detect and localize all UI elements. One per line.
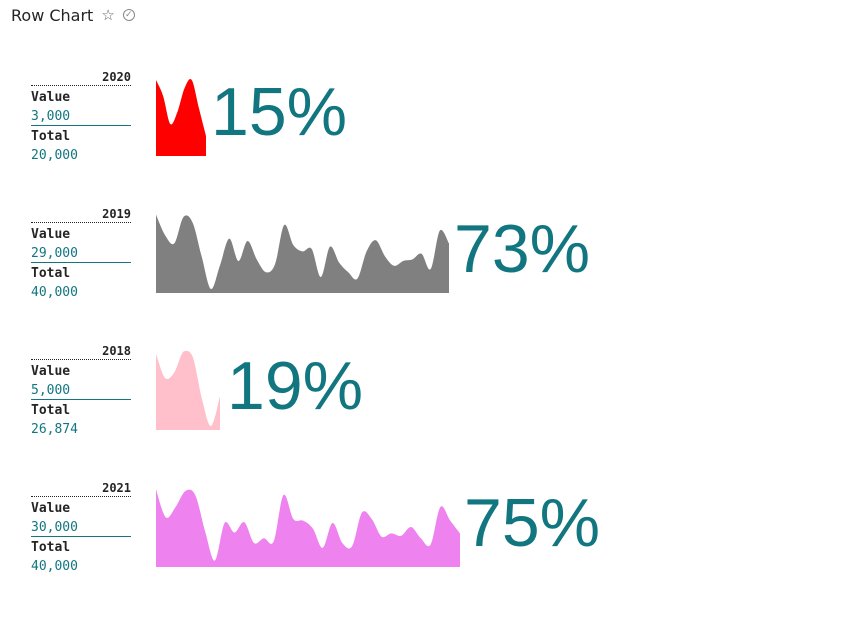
- dotted-divider: [31, 496, 131, 497]
- solid-divider: [31, 262, 131, 263]
- sparkline-area: [156, 350, 220, 430]
- sparkline-area-fill: [156, 79, 206, 156]
- year-label: 2020: [102, 70, 131, 84]
- dotted-divider: [31, 85, 131, 86]
- value-amount: 3,000: [31, 109, 71, 124]
- chart-row: 2018 Value 5,000 Total 26,874 19%: [0, 344, 859, 454]
- sparkline-area: [156, 79, 206, 156]
- percent-value: 19%: [227, 348, 364, 424]
- sparkline-area: [156, 214, 449, 293]
- percent-value: 75%: [464, 485, 601, 561]
- total-amount: 26,874: [31, 422, 78, 437]
- total-label: Total: [31, 540, 71, 555]
- value-amount: 29,000: [31, 246, 78, 261]
- dotted-divider: [31, 359, 131, 360]
- star-outline-icon[interactable]: ☆: [101, 5, 115, 24]
- check-circle-icon[interactable]: ✓: [122, 9, 135, 21]
- year-label: 2019: [102, 207, 131, 221]
- chart-row: 2021 Value 30,000 Total 40,000 75%: [0, 481, 859, 591]
- visual-header: Row Chart ☆ ✓: [11, 4, 135, 26]
- solid-divider: [31, 125, 131, 126]
- percent-value: 73%: [454, 211, 591, 287]
- value-label: Value: [31, 227, 71, 242]
- sparkline-area: [156, 489, 460, 567]
- sparkline-area-fill: [156, 350, 220, 430]
- total-amount: 20,000: [31, 148, 78, 163]
- total-amount: 40,000: [31, 285, 78, 300]
- value-amount: 5,000: [31, 383, 71, 398]
- sparkline-area-fill: [156, 214, 449, 293]
- chart-row: 2019 Value 29,000 Total 40,000 73%: [0, 207, 859, 317]
- total-label: Total: [31, 403, 71, 418]
- total-label: Total: [31, 266, 71, 281]
- solid-divider: [31, 399, 131, 400]
- dotted-divider: [31, 222, 131, 223]
- chart-row: 2020 Value 3,000 Total 20,000 15%: [0, 70, 859, 180]
- year-label: 2018: [102, 344, 131, 358]
- value-amount: 30,000: [31, 520, 78, 535]
- solid-divider: [31, 536, 131, 537]
- page-title: Row Chart: [11, 5, 94, 25]
- percent-value: 15%: [211, 74, 348, 150]
- total-label: Total: [31, 129, 71, 144]
- sparkline-area-fill: [156, 489, 460, 567]
- value-label: Value: [31, 90, 71, 105]
- total-amount: 40,000: [31, 559, 78, 574]
- value-label: Value: [31, 501, 71, 516]
- year-label: 2021: [102, 481, 131, 495]
- value-label: Value: [31, 364, 71, 379]
